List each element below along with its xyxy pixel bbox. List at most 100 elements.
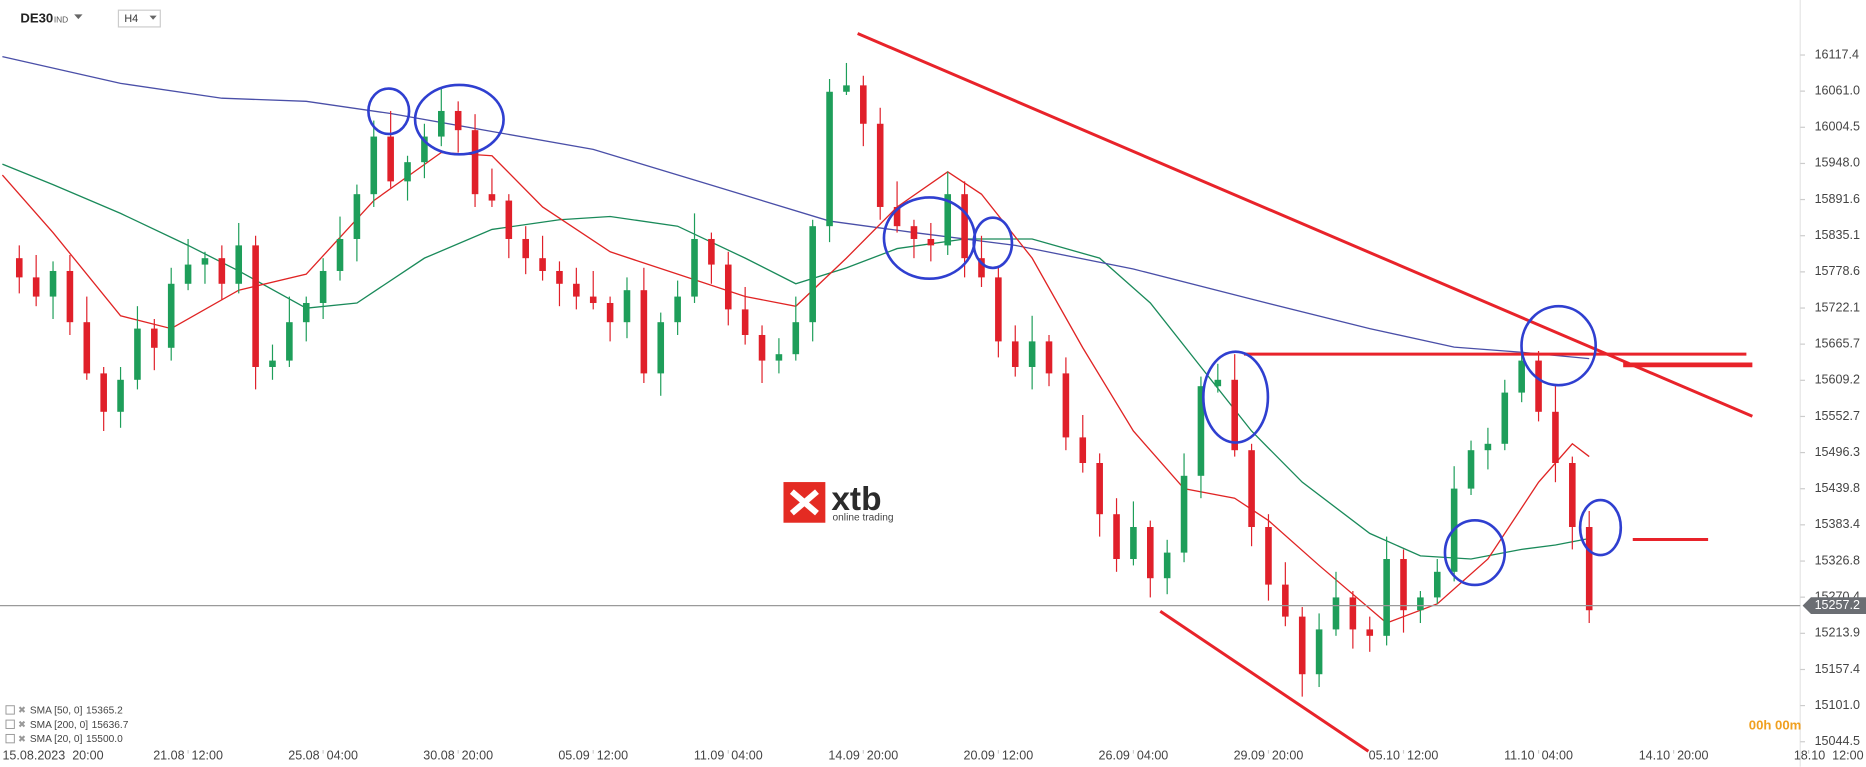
y-tick-label: 15496.3 bbox=[1815, 445, 1860, 459]
candle-body bbox=[944, 194, 952, 246]
candle-body bbox=[623, 290, 631, 323]
candle-body bbox=[1417, 597, 1424, 611]
candle-body bbox=[1433, 571, 1441, 598]
candle-body bbox=[151, 328, 158, 348]
x-tick-label: 14.09 20:00 bbox=[828, 748, 898, 762]
trend-line bbox=[1159, 610, 1370, 753]
y-tick-label: 15439.8 bbox=[1815, 481, 1860, 495]
candle-body bbox=[1298, 616, 1306, 675]
candle-body bbox=[826, 91, 833, 227]
candle-body bbox=[235, 245, 243, 284]
candle-body bbox=[302, 302, 310, 323]
x-tick-label: 05.10 12:00 bbox=[1369, 748, 1439, 762]
candle-body bbox=[1484, 443, 1492, 451]
candle-body bbox=[1062, 373, 1070, 438]
symbol-dropdown[interactable] bbox=[74, 14, 83, 20]
x-tick-label: 05.09 12:00 bbox=[558, 748, 628, 762]
candle-body bbox=[454, 110, 462, 131]
legend-icon bbox=[5, 733, 15, 744]
candle-body bbox=[1366, 629, 1374, 636]
x-tick-label: 18.10 12:00 bbox=[1794, 748, 1864, 762]
candle-body bbox=[589, 296, 597, 303]
candle-body bbox=[269, 360, 276, 367]
x-tick-label: 29.09 20:00 bbox=[1234, 748, 1304, 762]
y-tick-label: 15948.0 bbox=[1815, 156, 1860, 170]
candle-body bbox=[100, 373, 107, 412]
annotations bbox=[857, 32, 1753, 753]
logo-tagline: online trading bbox=[833, 513, 894, 524]
legend-value: 15365.2 bbox=[86, 705, 123, 716]
candle-body bbox=[860, 85, 867, 124]
trend-line bbox=[857, 32, 1753, 418]
y-tick-label: 15609.2 bbox=[1815, 373, 1860, 387]
highlight-circle bbox=[367, 87, 411, 136]
candle-body bbox=[167, 283, 175, 348]
candle-body bbox=[117, 379, 124, 412]
legend-icon bbox=[5, 719, 15, 729]
candle-body bbox=[505, 200, 513, 239]
x-tick-label: 14.10 20:00 bbox=[1639, 748, 1709, 762]
candle-body bbox=[1332, 597, 1340, 630]
legend-entry: SMA [20, 0] 15500.0 bbox=[30, 734, 123, 745]
candle-body bbox=[606, 302, 614, 323]
symbol[interactable]: DE30 bbox=[20, 11, 53, 26]
candle-body bbox=[404, 162, 411, 182]
candle-body bbox=[353, 194, 361, 239]
candle-body bbox=[66, 270, 74, 323]
y-tick-label: 16004.5 bbox=[1815, 120, 1860, 134]
x-tick-label: 25.08 04:00 bbox=[288, 748, 358, 762]
candle-body bbox=[792, 322, 800, 355]
candle-body bbox=[286, 322, 293, 361]
candle-body bbox=[1231, 379, 1238, 451]
candle-body bbox=[370, 136, 378, 195]
candle-body bbox=[573, 283, 580, 297]
timeframe-box[interactable] bbox=[117, 9, 161, 28]
candle-body bbox=[1535, 360, 1542, 412]
candle-body bbox=[1585, 527, 1593, 611]
y-tick-label: 15778.6 bbox=[1815, 264, 1860, 278]
y-tick-label: 15101.0 bbox=[1815, 698, 1860, 712]
candle-body bbox=[556, 270, 563, 284]
legend-entry: SMA [200, 0] 15636.7 bbox=[30, 720, 129, 731]
legend-name: SMA [50, 0] bbox=[30, 705, 83, 716]
candle-body bbox=[336, 238, 344, 271]
y-tick-label: 15326.8 bbox=[1815, 553, 1860, 567]
x-tick-label: 11.10 04:00 bbox=[1504, 748, 1573, 762]
candle-body bbox=[387, 136, 394, 182]
candle-body bbox=[1197, 386, 1205, 476]
legend-close: ✖ bbox=[18, 705, 26, 716]
x-tick-label: 30.08 20:00 bbox=[423, 748, 493, 762]
candle-body bbox=[961, 194, 968, 259]
x-tick-label: 11.09 04:00 bbox=[694, 748, 763, 762]
timeframe[interactable]: H4 bbox=[124, 13, 138, 25]
candle-body bbox=[1079, 437, 1087, 464]
x-tick-label: 15.08.2023 20:00 bbox=[2, 748, 103, 762]
candle-body bbox=[1518, 360, 1525, 393]
y-tick-label: 15552.7 bbox=[1815, 409, 1860, 423]
legend-icon bbox=[5, 705, 15, 715]
current-price-badge bbox=[1802, 597, 1866, 614]
candle-body bbox=[1349, 597, 1357, 630]
candle-body bbox=[674, 296, 681, 323]
y-tick-label: 15835.1 bbox=[1815, 228, 1860, 242]
legend-value: 15500.0 bbox=[86, 734, 123, 745]
y-tick-label: 15722.1 bbox=[1815, 300, 1860, 314]
candle-body bbox=[49, 270, 57, 297]
timeframe-dropdown[interactable] bbox=[149, 15, 157, 20]
y-tick-label: 15383.4 bbox=[1815, 517, 1860, 531]
candle-body bbox=[758, 334, 766, 361]
candle-body bbox=[708, 238, 715, 265]
candle-body bbox=[252, 245, 259, 367]
candle-body bbox=[1501, 392, 1509, 444]
logo-brand: xtb bbox=[831, 481, 881, 518]
candle-body bbox=[15, 258, 23, 278]
current-price-label: 15257.2 bbox=[1815, 598, 1860, 612]
candle-body bbox=[1113, 514, 1120, 560]
logo-x bbox=[789, 489, 819, 516]
legend-close: ✖ bbox=[18, 719, 26, 730]
candle-body bbox=[1214, 379, 1222, 387]
market: IND bbox=[54, 15, 68, 25]
candle-body bbox=[978, 258, 985, 278]
legend-name: SMA [20, 0] bbox=[30, 734, 83, 745]
